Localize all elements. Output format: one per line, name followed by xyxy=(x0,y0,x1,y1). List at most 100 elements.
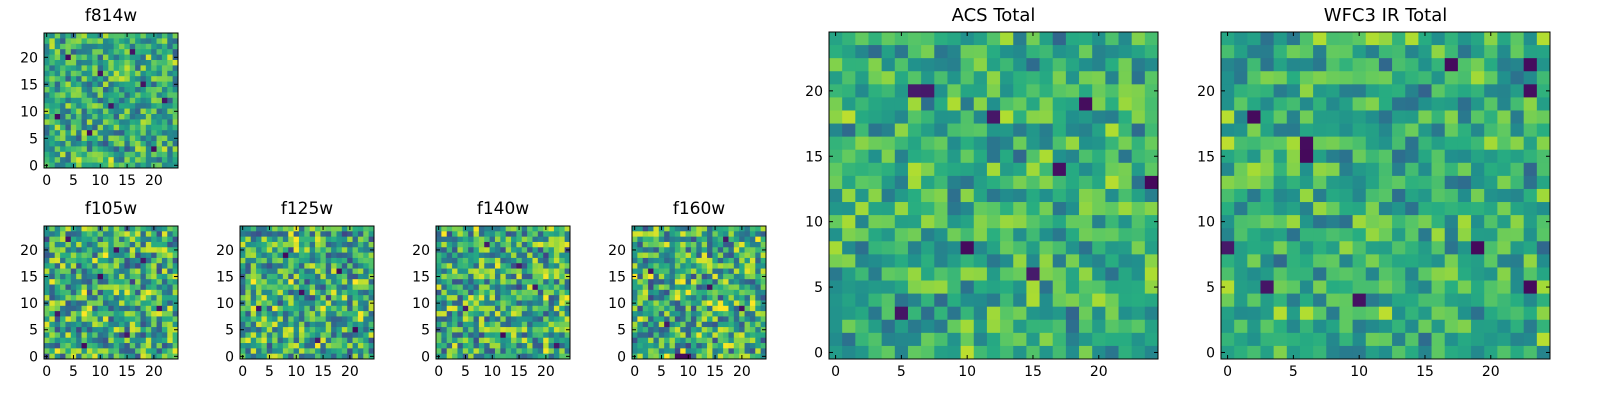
heatmap-cell xyxy=(1234,319,1248,334)
heatmap-cell xyxy=(1392,45,1406,59)
heatmap-cell xyxy=(49,114,56,120)
heatmap-cell xyxy=(245,295,252,301)
heatmap-cell xyxy=(298,284,305,291)
heatmap-cell xyxy=(1484,293,1498,308)
heatmap-cell xyxy=(441,252,448,259)
heatmap-cell xyxy=(1026,332,1040,347)
heatmap-cell xyxy=(145,157,152,163)
heatmap-cell xyxy=(1299,345,1314,360)
heatmap-cell xyxy=(352,263,359,269)
heatmap-cell xyxy=(1471,332,1485,347)
heatmap-cell xyxy=(60,263,66,269)
heatmap-cell xyxy=(65,343,72,349)
heatmap-cell xyxy=(156,87,163,93)
heatmap-cell xyxy=(108,316,115,323)
heatmap-cell xyxy=(347,268,353,275)
heatmap-cell xyxy=(1234,267,1248,281)
heatmap-cell xyxy=(1234,123,1248,138)
heatmap-cell xyxy=(60,289,66,296)
heatmap-cell xyxy=(505,289,512,296)
heatmap-cell xyxy=(44,92,50,99)
heatmap-cell xyxy=(97,135,104,142)
heatmap-cell xyxy=(1299,84,1314,98)
heatmap-cell xyxy=(135,70,141,77)
heatmap-cell xyxy=(642,252,649,259)
heatmap-cell xyxy=(744,316,751,323)
heatmap-cell xyxy=(907,188,922,203)
heatmap-cell xyxy=(357,268,364,275)
heatmap-cell xyxy=(293,295,300,301)
heatmap-cell xyxy=(548,353,555,360)
heatmap-cell xyxy=(129,81,136,88)
heatmap-cell xyxy=(347,289,353,296)
heatmap-cell xyxy=(441,279,448,285)
heatmap-cell xyxy=(1431,254,1446,268)
heatmap-cell xyxy=(669,327,676,333)
heatmap-cell xyxy=(934,319,948,334)
heatmap-cell xyxy=(960,162,975,177)
heatmap-cell xyxy=(436,284,442,291)
heatmap-cell xyxy=(707,231,713,238)
heatmap-cell xyxy=(934,162,948,177)
heatmap-cell xyxy=(489,257,496,264)
heatmap-cell xyxy=(357,279,364,285)
heatmap-cell xyxy=(521,343,528,349)
heatmap-cell xyxy=(868,319,883,334)
heatmap-cell xyxy=(1392,228,1406,242)
heatmap-cell xyxy=(1079,97,1093,111)
heatmap-cell xyxy=(723,252,729,259)
heatmap-cell xyxy=(97,157,104,163)
heatmap-cell xyxy=(336,316,343,323)
heatmap-cell xyxy=(441,247,448,253)
heatmap-cell xyxy=(151,54,157,61)
heatmap-cell xyxy=(92,337,98,344)
heatmap-cell xyxy=(298,343,305,349)
heatmap-cell xyxy=(86,49,93,55)
heatmap-cell xyxy=(304,241,311,248)
heatmap-cell xyxy=(1234,162,1248,177)
heatmap-cell xyxy=(527,263,533,269)
heatmap-cell xyxy=(894,215,909,229)
heatmap-cell xyxy=(441,268,448,275)
heatmap-cell xyxy=(441,311,448,317)
heatmap-cell xyxy=(653,252,660,259)
heatmap-cell xyxy=(102,38,109,45)
heatmap-cell xyxy=(1221,97,1235,111)
heatmap-cell xyxy=(489,284,496,291)
heatmap-cell xyxy=(1299,280,1314,294)
heatmap-cell xyxy=(653,289,660,296)
heatmap-cell xyxy=(167,141,174,147)
heatmap-cell xyxy=(564,311,571,317)
heatmap-cell xyxy=(54,247,61,253)
heatmap-cell xyxy=(1065,215,1080,229)
heatmap-cell xyxy=(336,257,343,264)
heatmap-cell xyxy=(113,257,120,264)
heatmap-cell xyxy=(49,130,56,136)
heatmap-cell xyxy=(81,321,88,328)
heatmap-cell xyxy=(76,226,82,232)
heatmap-cell xyxy=(1247,280,1261,294)
heatmap-cell xyxy=(315,279,321,285)
heatmap-cell xyxy=(1286,58,1301,72)
heatmap-cell xyxy=(272,327,278,333)
y-tick-label: 0 xyxy=(814,345,823,361)
heatmap-cell xyxy=(1247,175,1261,190)
heatmap-cell xyxy=(1013,84,1027,98)
heatmap-cell xyxy=(1260,215,1275,229)
heatmap-cell xyxy=(559,263,566,269)
heatmap-cell xyxy=(347,321,353,328)
heatmap-cell xyxy=(1392,175,1406,190)
heatmap-cell xyxy=(1365,332,1380,347)
heatmap-cell xyxy=(145,247,152,253)
heatmap-cell xyxy=(119,76,125,82)
heatmap-cell xyxy=(86,300,93,307)
y-tick-label: 10 xyxy=(20,296,38,312)
heatmap-cell xyxy=(70,321,77,328)
heatmap-cell xyxy=(680,241,686,248)
heatmap-cell xyxy=(65,241,72,248)
heatmap-cell xyxy=(119,263,125,269)
heatmap-cell xyxy=(707,295,713,301)
heatmap-cell xyxy=(102,236,109,243)
heatmap-cell xyxy=(1026,241,1040,255)
heatmap-cell xyxy=(325,231,332,238)
